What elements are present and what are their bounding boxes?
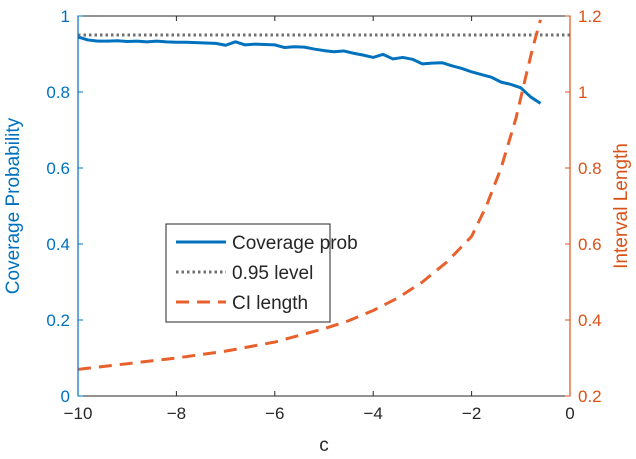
y-axis-right-label: Interval Length — [611, 143, 632, 269]
x-axis-label: c — [319, 435, 329, 456]
y-right-tick-label: 1 — [578, 83, 587, 102]
x-tick-label: 0 — [565, 404, 574, 423]
coverage-prob-line — [78, 35, 542, 105]
legend: Coverage prob 0.95 level CI length — [165, 223, 358, 323]
y-left-tick-label: 0.4 — [46, 235, 70, 254]
y-right-tick-label: 0.2 — [578, 387, 602, 406]
y-left-tick-label: 0.6 — [46, 159, 70, 178]
x-tick-label: −2 — [462, 404, 481, 423]
legend-label-coverage: Coverage prob — [232, 233, 358, 254]
y-left-tick-label: 0 — [61, 387, 70, 406]
legend-label-level: 0.95 level — [232, 263, 313, 284]
x-tick-label: −6 — [265, 404, 284, 423]
y-right-tick-label: 0.4 — [578, 311, 602, 330]
y-right-tick-label: 1.2 — [578, 7, 602, 26]
x-tick-label: −8 — [167, 404, 186, 423]
x-tick-label: −10 — [64, 404, 93, 423]
y-left-tick-label: 0.8 — [46, 83, 70, 102]
plot-frame — [77, 15, 571, 397]
y-right-tick-label: 0.6 — [578, 235, 602, 254]
x-tick-label: −4 — [364, 404, 383, 423]
y-left-tick-label: 0.2 — [46, 311, 70, 330]
y-axis-left-label: Coverage Probability — [3, 117, 24, 294]
y-right-tick-label: 0.8 — [578, 159, 602, 178]
y-left-tick-label: 1 — [61, 7, 70, 26]
legend-label-ci: CI length — [232, 293, 308, 314]
ci-length-line — [78, 19, 542, 371]
